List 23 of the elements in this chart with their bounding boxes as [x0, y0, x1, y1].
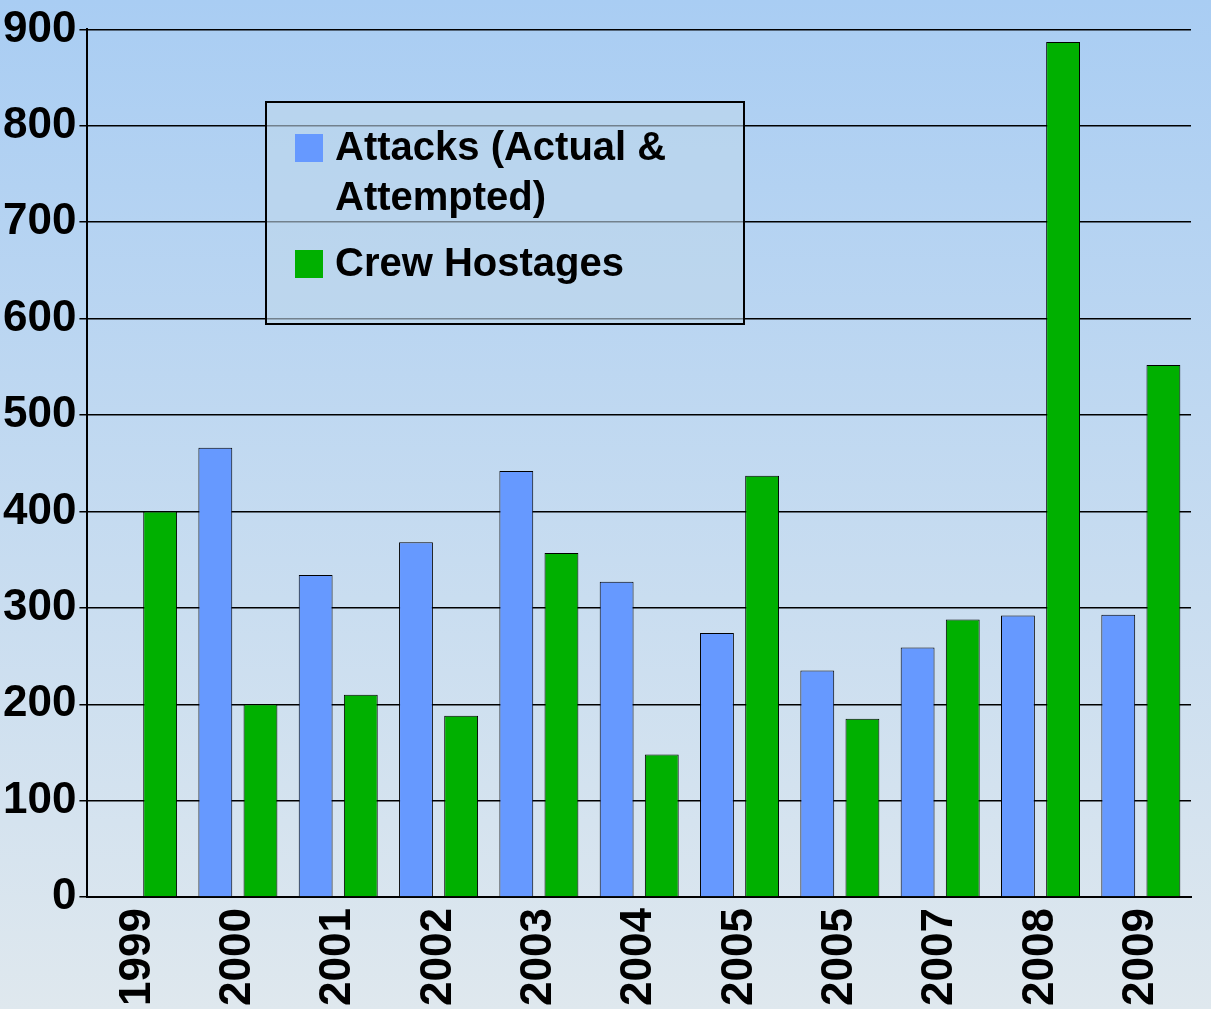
- y-tick-label: 700: [2, 194, 77, 244]
- x-tick-label: 2001: [310, 908, 360, 1007]
- x-tick-label: 1999: [109, 908, 159, 1007]
- x-tick-label: 2000: [210, 908, 260, 1007]
- x-tick-label: 2007: [912, 908, 962, 1007]
- y-tick-label: 0: [51, 869, 77, 919]
- y-tick-label: 800: [2, 97, 77, 147]
- y-tick-label: 200: [2, 676, 77, 726]
- legend-label: Crew Hostages: [335, 239, 624, 286]
- y-tick-label: 300: [2, 580, 77, 630]
- x-tick-label: 2008: [1012, 908, 1062, 1007]
- x-tick-label: 2002: [410, 908, 460, 1007]
- y-tick-label: 900: [2, 1, 77, 51]
- x-tick-label: 2009: [1112, 908, 1162, 1007]
- y-tick-label: 600: [2, 290, 77, 340]
- x-tick-label: 2003: [511, 908, 561, 1007]
- x-tick-label: 2004: [611, 907, 661, 1007]
- y-tick-label: 100: [2, 772, 77, 822]
- x-tick-label: 2005: [812, 908, 861, 1007]
- x-tick-label: 2005: [711, 908, 761, 1007]
- legend-label: Attacks (Actual & Attempted): [335, 123, 668, 220]
- y-tick-label: 500: [2, 387, 77, 437]
- y-tick-label: 400: [2, 483, 77, 533]
